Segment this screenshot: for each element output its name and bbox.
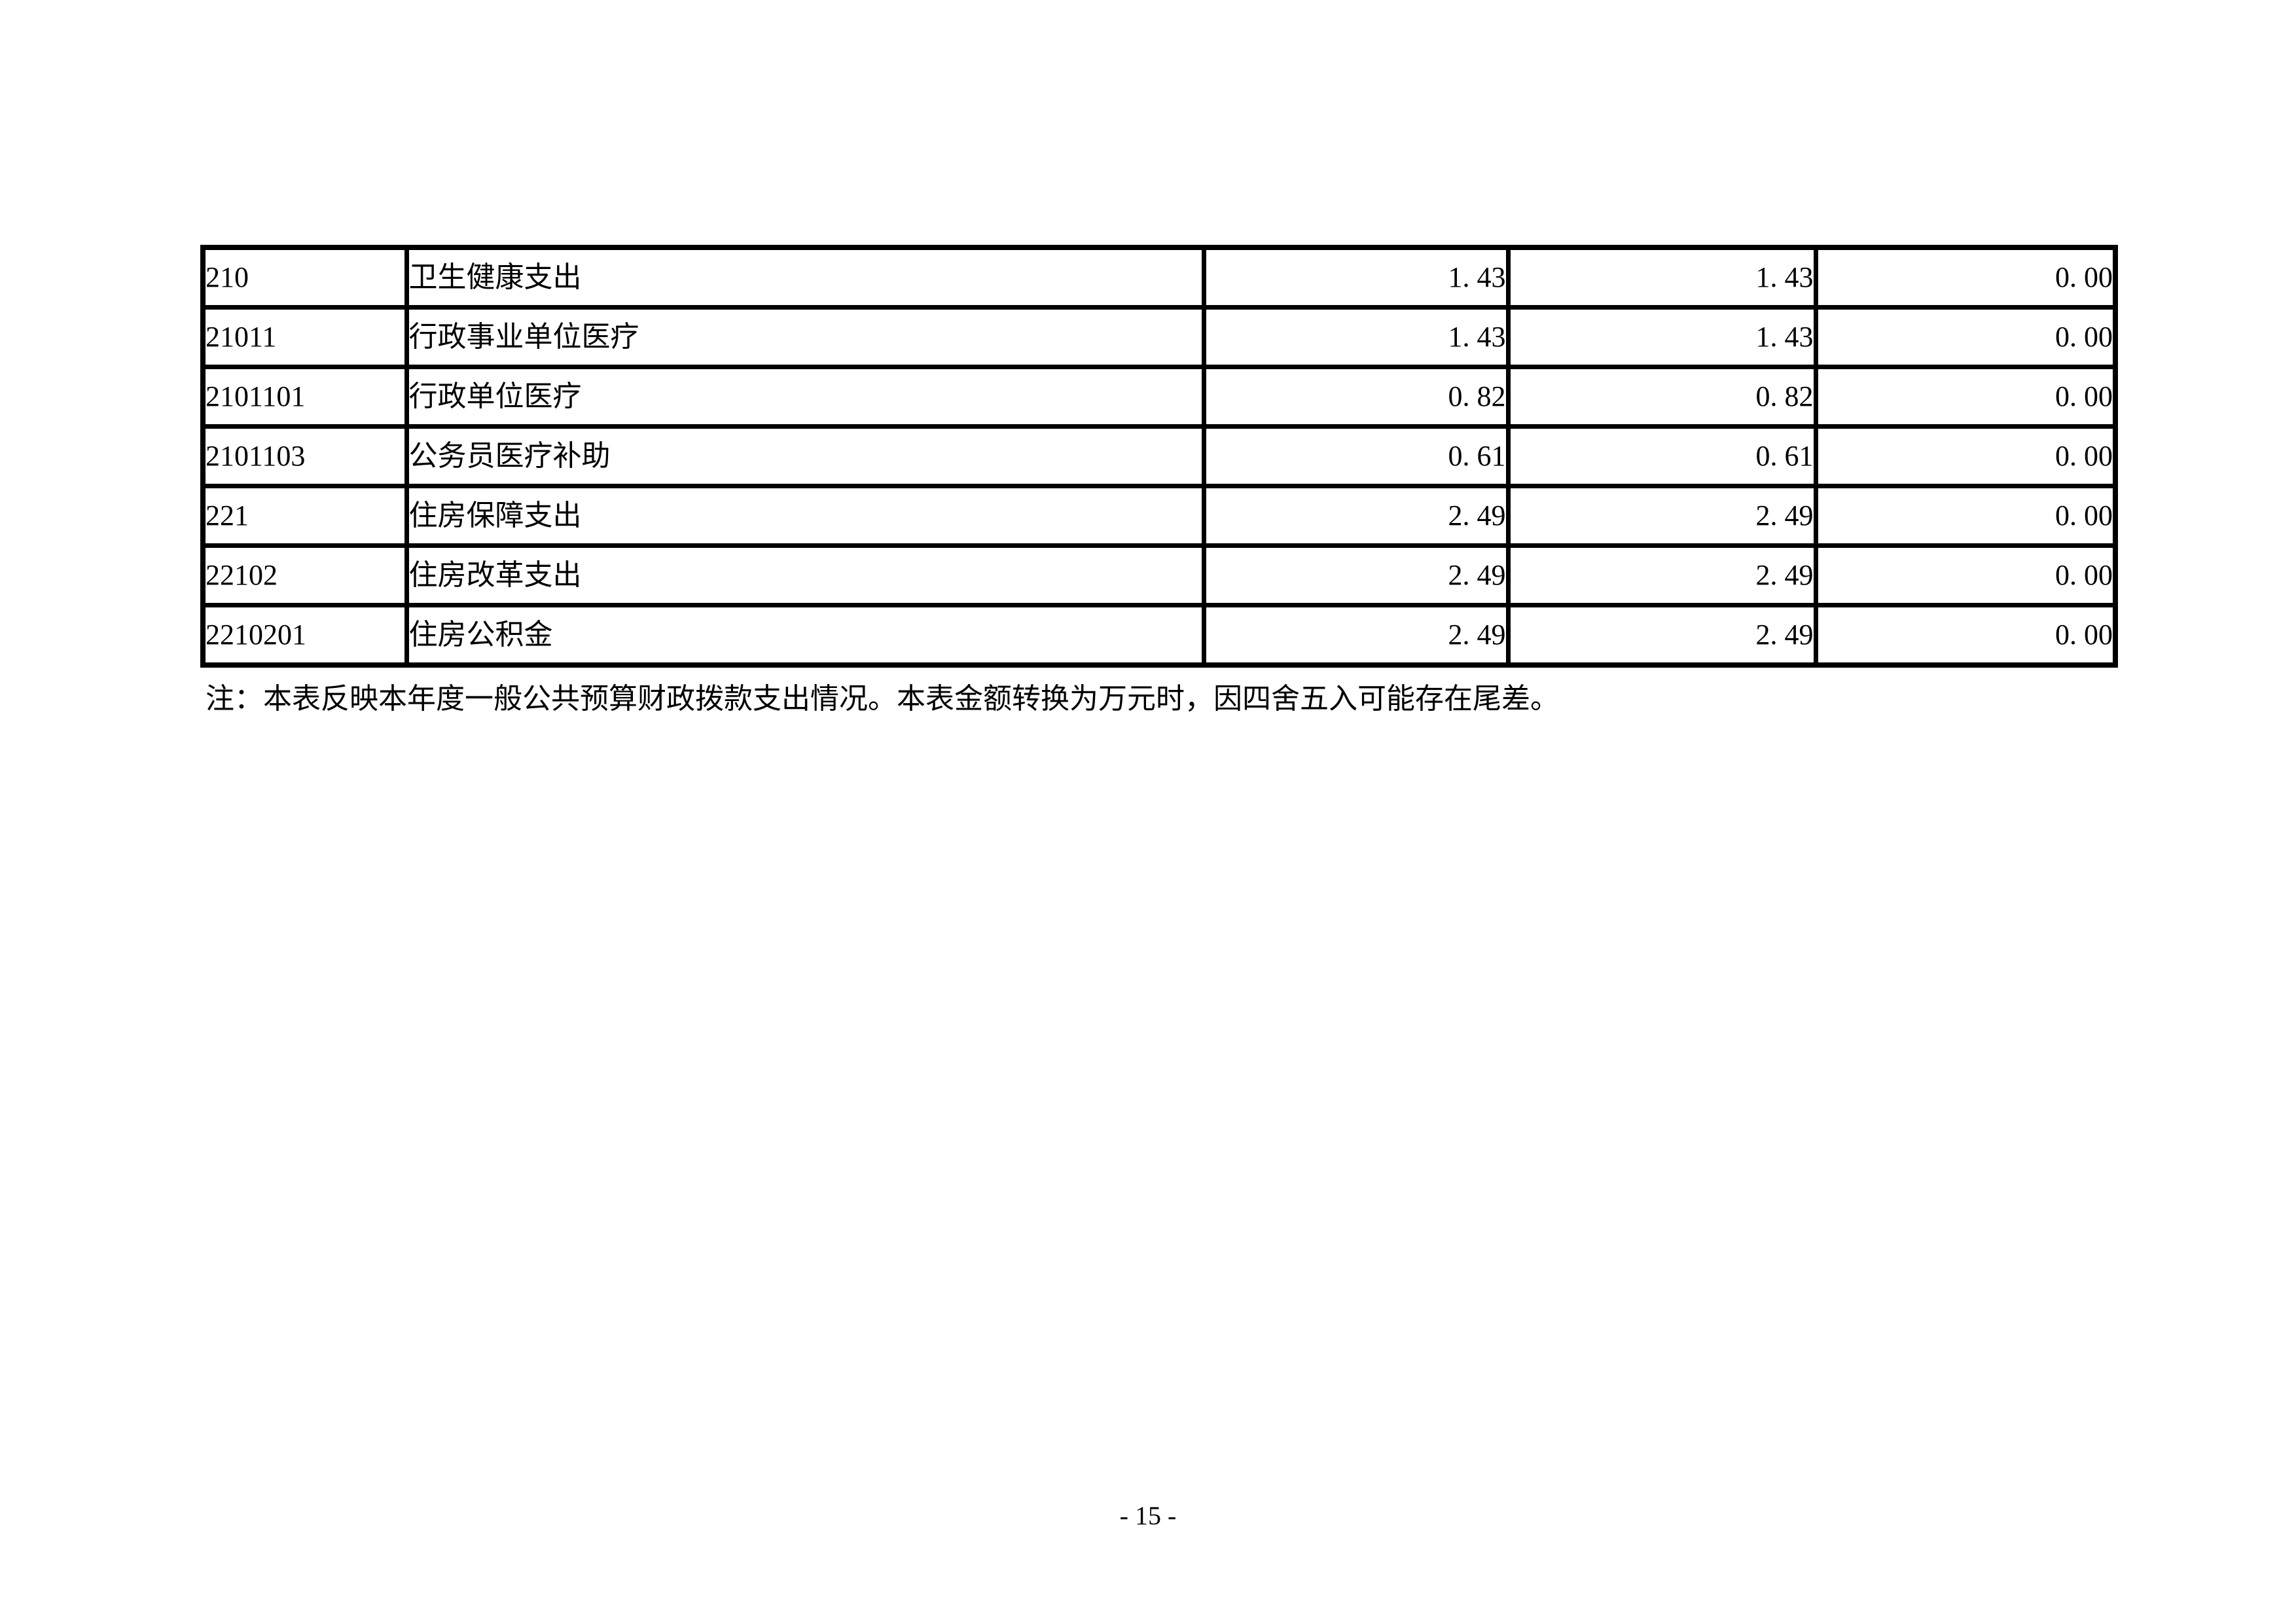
- cell-subject-name: 行政单位医疗: [404, 365, 1206, 429]
- cell-amount-total: 1. 43: [1201, 305, 1511, 369]
- cell-amount-project: 0. 00: [1813, 245, 2118, 310]
- cell-amount-basic: 1. 43: [1505, 245, 1818, 310]
- cell-subject-name: 住房保障支出: [404, 484, 1206, 548]
- cell-subject-code: 2101103: [200, 424, 409, 488]
- cell-amount-basic: 2. 49: [1505, 603, 1818, 668]
- cell-subject-name: 住房改革支出: [404, 543, 1206, 607]
- cell-subject-code: 221: [200, 484, 409, 548]
- cell-subject-code: 22102: [200, 543, 409, 607]
- cell-amount-basic: 2. 49: [1505, 543, 1818, 607]
- table-note: 注：本表反映本年度一般公共预算财政拨款支出情况。本表金额转换为万元时，因四舍五入…: [206, 683, 1559, 715]
- cell-amount-basic: 2. 49: [1505, 484, 1818, 548]
- table-row: 2101103 公务员医疗补助 0. 61 0. 61 0. 00: [200, 424, 2118, 488]
- cell-amount-basic: 1. 43: [1505, 305, 1818, 369]
- cell-amount-total: 2. 49: [1201, 603, 1511, 668]
- cell-amount-project: 0. 00: [1813, 543, 2118, 607]
- cell-amount-project: 0. 00: [1813, 424, 2118, 488]
- table-row: 22102 住房改革支出 2. 49 2. 49 0. 00: [200, 543, 2118, 607]
- table-row: 221 住房保障支出 2. 49 2. 49 0. 00: [200, 484, 2118, 548]
- table-row: 210 卫生健康支出 1. 43 1. 43 0. 00: [200, 245, 2118, 310]
- cell-amount-project: 0. 00: [1813, 603, 2118, 668]
- cell-subject-code: 210: [200, 245, 409, 310]
- cell-subject-name: 卫生健康支出: [404, 245, 1206, 310]
- cell-subject-code: 21011: [200, 305, 409, 369]
- budget-expenditure-table: 210 卫生健康支出 1. 43 1. 43 0. 00 21011 行政事业单…: [200, 245, 2118, 668]
- cell-subject-name: 住房公积金: [404, 603, 1206, 668]
- cell-amount-total: 0. 82: [1201, 365, 1511, 429]
- cell-amount-total: 2. 49: [1201, 484, 1511, 548]
- cell-subject-name: 公务员医疗补助: [404, 424, 1206, 488]
- page-number: - 15 -: [1119, 1501, 1177, 1530]
- cell-amount-project: 0. 00: [1813, 365, 2118, 429]
- cell-amount-total: 2. 49: [1201, 543, 1511, 607]
- cell-amount-basic: 0. 82: [1505, 365, 1818, 429]
- cell-amount-project: 0. 00: [1813, 484, 2118, 548]
- table-row: 2101101 行政单位医疗 0. 82 0. 82 0. 00: [200, 365, 2118, 429]
- cell-amount-total: 0. 61: [1201, 424, 1511, 488]
- cell-subject-name: 行政事业单位医疗: [404, 305, 1206, 369]
- cell-amount-total: 1. 43: [1201, 245, 1511, 310]
- table-row: 2210201 住房公积金 2. 49 2. 49 0. 00: [200, 603, 2118, 668]
- table-row: 21011 行政事业单位医疗 1. 43 1. 43 0. 00: [200, 305, 2118, 369]
- cell-subject-code: 2210201: [200, 603, 409, 668]
- cell-subject-code: 2101101: [200, 365, 409, 429]
- cell-amount-project: 0. 00: [1813, 305, 2118, 369]
- cell-amount-basic: 0. 61: [1505, 424, 1818, 488]
